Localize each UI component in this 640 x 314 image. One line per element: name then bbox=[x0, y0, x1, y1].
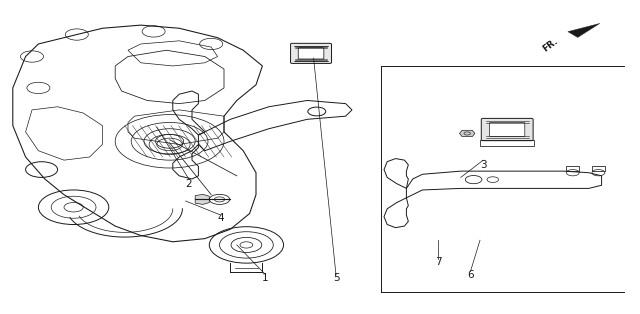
Text: 2: 2 bbox=[186, 179, 192, 189]
FancyBboxPatch shape bbox=[481, 118, 533, 141]
Polygon shape bbox=[195, 194, 209, 204]
Polygon shape bbox=[460, 130, 475, 137]
FancyBboxPatch shape bbox=[490, 122, 525, 137]
Text: 6: 6 bbox=[467, 270, 474, 280]
Text: 5: 5 bbox=[333, 273, 339, 283]
Polygon shape bbox=[568, 24, 600, 37]
Text: 4: 4 bbox=[218, 213, 224, 223]
FancyBboxPatch shape bbox=[298, 48, 324, 59]
Text: 3: 3 bbox=[480, 160, 486, 170]
Text: 1: 1 bbox=[262, 273, 269, 283]
Text: 7: 7 bbox=[435, 257, 442, 267]
FancyBboxPatch shape bbox=[291, 43, 332, 63]
Text: FR.: FR. bbox=[541, 37, 560, 54]
